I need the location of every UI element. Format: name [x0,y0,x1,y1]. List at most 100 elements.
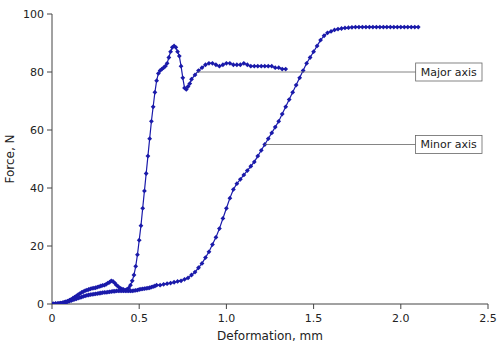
marker [151,104,156,109]
marker [283,104,288,109]
marker [280,112,285,117]
marker [200,261,205,266]
marker [294,83,299,88]
marker [234,181,239,186]
marker [154,78,159,83]
x-tick [313,304,314,309]
marker [290,90,295,95]
marker [133,264,138,269]
marker [147,136,152,141]
marker [142,189,147,194]
marker [166,55,171,60]
marker [252,160,257,165]
marker [304,61,309,66]
y-tick-label: 100 [23,8,44,21]
marker [152,90,157,95]
y-tick-label: 40 [30,182,44,195]
marker [165,61,170,66]
marker [180,75,185,80]
leader-line [265,144,416,145]
x-tick-label: 0 [49,312,56,325]
marker [259,148,264,153]
x-tick [400,304,401,309]
x-tick [488,304,489,309]
marker [269,131,274,136]
marker [227,196,232,201]
x-tick-label: 1.0 [218,312,236,325]
marker [203,255,208,260]
marker [128,283,133,288]
x-axis-title: Deformation, mm [217,329,323,343]
marker [135,252,140,257]
marker [231,187,236,192]
marker [146,154,151,159]
marker [130,278,135,283]
marker [318,38,323,43]
marker [137,238,142,243]
marker [189,77,194,82]
legend-label: Major axis [421,66,477,79]
marker [200,65,205,70]
marker [210,242,215,247]
marker [186,276,191,281]
marker [193,73,198,78]
x-tick [226,304,227,309]
y-tick-label: 80 [30,66,44,79]
marker [179,64,184,69]
y-axis-title: Force, N [3,134,17,183]
series-markers [52,25,421,304]
marker [187,81,192,86]
marker [132,273,137,278]
y-tick-label: 60 [30,124,44,137]
y-tick [47,304,52,305]
marker [158,283,163,288]
legend-box [415,136,482,154]
y-tick [47,188,52,189]
marker [266,136,271,141]
marker [297,75,302,80]
marker [168,49,173,54]
marker [221,216,226,221]
marker [315,44,320,49]
marker [416,25,421,30]
chart-container: 0 0.5 1.0 1.5 2.0 2.5 0 20 40 60 80 100 Deformation,… [0,0,500,348]
legend-box [416,63,482,81]
marker [175,49,180,54]
marker [276,119,281,124]
marker [245,168,250,173]
marker [193,270,198,275]
marker [224,206,229,211]
marker [287,97,292,102]
x-tick-label: 2.5 [479,312,497,325]
marker [283,67,288,72]
plot-area [52,25,421,304]
y-tick-label: 20 [30,240,44,253]
x-tick [52,304,53,309]
series-line [52,27,418,304]
y-axis-line [52,14,53,304]
marker [177,54,182,59]
x-axis-line [52,304,488,305]
marker [139,223,144,228]
y-tick [47,130,52,131]
y-tick-label: 0 [37,298,44,311]
x-tick-label: 1.5 [305,312,323,325]
marker [172,280,177,285]
series-markers [52,44,288,305]
marker [241,173,246,178]
marker [332,28,337,33]
series-line [52,46,286,304]
marker [214,235,219,240]
marker [196,265,201,270]
legend-label: Minor axis [420,138,477,151]
y-tick [47,72,52,73]
x-tick-label: 2.0 [392,312,410,325]
marker [217,226,222,231]
marker [140,206,145,211]
marker [149,119,154,124]
marker [144,171,149,176]
marker [255,154,260,159]
marker [238,177,243,182]
legend: Major axis Minor axis [197,63,482,154]
x-tick-label: 0.5 [130,312,148,325]
